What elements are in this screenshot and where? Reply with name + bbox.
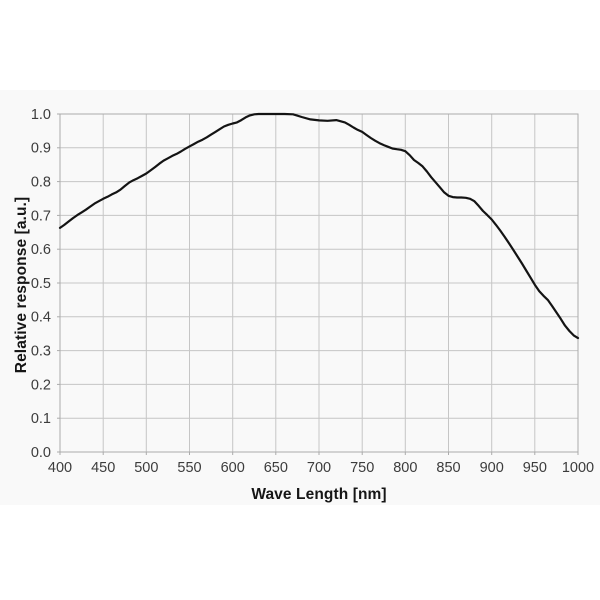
spectral-response-chart: 400 450 500 550 600 650 700 750 800 850 900 950 1000… (0, 90, 600, 505)
x-tick-label: 700 (307, 460, 331, 476)
x-axis-title: Wave Length [nm] (251, 486, 387, 503)
x-tick-label: 450 (91, 460, 115, 476)
y-tick-label: 1.0 (31, 107, 51, 123)
y-tick-label: 0.0 (31, 445, 51, 461)
x-tick-label: 850 (436, 460, 460, 476)
x-tick-label: 650 (264, 460, 288, 476)
x-tick-label: 1000 (562, 460, 594, 476)
y-tick-label: 0.8 (31, 175, 51, 191)
x-tick-label: 750 (350, 460, 374, 476)
y-tick-label: 0.4 (31, 310, 51, 326)
spectral-response-curve (58, 112, 580, 340)
y-axis-title: Relative response [a.u.] (13, 196, 30, 374)
y-tick-label: 0.2 (31, 377, 51, 393)
y-tick-label: 0.3 (31, 344, 51, 360)
y-tick-label: 0.7 (31, 208, 51, 224)
x-tick-label: 600 (221, 460, 245, 476)
y-tick-label: 0.1 (31, 411, 51, 427)
y-tick-label: 0.6 (31, 242, 51, 258)
x-tick-label: 500 (134, 460, 158, 476)
y-tick-label: 0.9 (31, 141, 51, 157)
x-tick-label: 550 (177, 460, 201, 476)
x-tick-label: 950 (523, 460, 547, 476)
y-tick-label: 0.5 (31, 276, 51, 292)
x-tick-label: 800 (393, 460, 417, 476)
plot-frame (59, 113, 579, 453)
x-tick-label: 900 (480, 460, 504, 476)
x-tick-label: 400 (48, 460, 72, 476)
chart-canvas: 400 450 500 550 600 650 700 750 800 850 900 950 1000… (31, 107, 594, 476)
